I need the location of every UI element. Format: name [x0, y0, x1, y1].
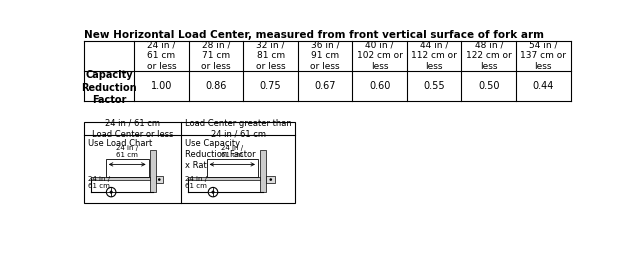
- Text: 0.67: 0.67: [314, 81, 336, 91]
- Text: 0.86: 0.86: [205, 81, 227, 91]
- Text: 0.60: 0.60: [369, 81, 390, 91]
- Text: 24 in / 61 cm
Load Center or less: 24 in / 61 cm Load Center or less: [92, 119, 173, 139]
- Text: Capacity
Reduction
Factor: Capacity Reduction Factor: [81, 70, 137, 105]
- Circle shape: [212, 191, 214, 193]
- Text: 0.44: 0.44: [532, 81, 554, 91]
- Text: 54 in /
137 cm or
less: 54 in / 137 cm or less: [520, 41, 566, 71]
- Bar: [207, 159, 258, 177]
- Bar: [156, 176, 163, 183]
- Text: Use Capacity
Reduction Factor
x Rated Load: Use Capacity Reduction Factor x Rated Lo…: [184, 139, 255, 170]
- Circle shape: [110, 191, 113, 193]
- Text: 1.00: 1.00: [151, 81, 172, 91]
- Text: 0.50: 0.50: [478, 81, 499, 91]
- Text: 24 in /
61 cm: 24 in / 61 cm: [88, 176, 110, 189]
- Text: 36 in /
91 cm
or less: 36 in / 91 cm or less: [310, 41, 340, 71]
- Text: 0.55: 0.55: [424, 81, 445, 91]
- Text: 24 in /
61 cm: 24 in / 61 cm: [116, 145, 138, 158]
- Text: 44 in /
112 cm or
less: 44 in / 112 cm or less: [412, 41, 457, 71]
- Text: 0.75: 0.75: [260, 81, 282, 91]
- Circle shape: [208, 187, 218, 197]
- Bar: [106, 159, 148, 177]
- Text: 24 in /
61 cm
or less: 24 in / 61 cm or less: [147, 41, 177, 71]
- Text: 24 in /
61 cm: 24 in / 61 cm: [221, 145, 243, 158]
- Text: 28 in /
71 cm
or less: 28 in / 71 cm or less: [201, 41, 231, 71]
- Circle shape: [269, 178, 272, 181]
- Bar: [260, 150, 266, 192]
- Text: Load Center greater than
24 in / 61 cm: Load Center greater than 24 in / 61 cm: [185, 119, 291, 139]
- Circle shape: [158, 178, 161, 181]
- Text: New Horizontal Load Center, measured from front vertical surface of fork arm: New Horizontal Load Center, measured fro…: [84, 30, 544, 40]
- Text: 32 in /
81 cm
or less: 32 in / 81 cm or less: [256, 41, 285, 71]
- Bar: [150, 150, 156, 192]
- Bar: [84, 122, 296, 203]
- Circle shape: [106, 187, 116, 197]
- Bar: [91, 177, 150, 180]
- Text: 48 in /
122 cm or
less: 48 in / 122 cm or less: [466, 41, 511, 71]
- Text: Use Load Chart: Use Load Chart: [88, 139, 152, 148]
- Bar: [266, 176, 275, 183]
- Bar: [188, 177, 260, 180]
- Text: 40 in /
102 cm or
less: 40 in / 102 cm or less: [356, 41, 403, 71]
- Text: 24 in /
61 cm: 24 in / 61 cm: [184, 176, 207, 189]
